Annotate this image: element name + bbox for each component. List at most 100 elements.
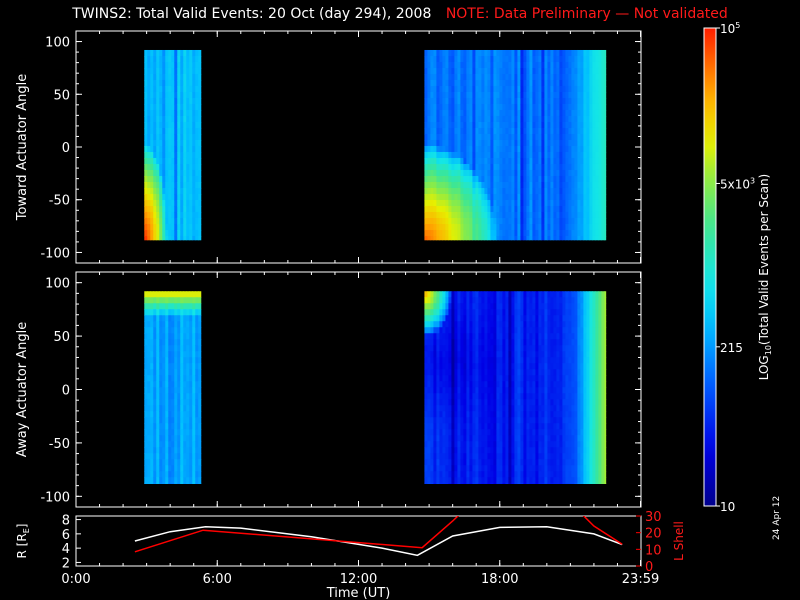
toward-cell	[529, 115, 533, 123]
away-cell	[526, 309, 530, 316]
toward-cell	[490, 217, 494, 225]
toward-cell	[460, 49, 464, 57]
away-cell	[541, 345, 545, 352]
away-cell	[153, 423, 157, 430]
toward-cell	[517, 127, 521, 135]
away-cell	[481, 435, 485, 442]
away-cell	[508, 417, 512, 424]
toward-cell	[186, 175, 190, 183]
away-cell	[472, 363, 476, 370]
toward-cell	[589, 49, 593, 57]
away-cell	[565, 471, 569, 478]
toward-cell	[541, 127, 545, 135]
toward-cell	[460, 127, 464, 135]
away-cell	[487, 465, 491, 472]
away-cell	[162, 315, 166, 322]
toward-cell	[481, 127, 485, 135]
away-cell	[484, 327, 488, 334]
away-cell	[496, 303, 500, 310]
away-cell	[436, 345, 440, 352]
toward-cell	[454, 187, 458, 195]
toward-cell	[424, 133, 428, 141]
away-cell	[490, 321, 494, 328]
away-cell	[451, 309, 455, 316]
away-cell	[198, 327, 202, 334]
toward-cell	[583, 121, 587, 129]
toward-cell	[562, 223, 566, 231]
away-cell	[159, 459, 163, 466]
away-cell	[547, 297, 551, 304]
toward-cell	[592, 49, 596, 57]
toward-cell	[457, 67, 461, 75]
toward-ytick-label: -100	[40, 246, 70, 261]
away-cell	[427, 345, 431, 352]
away-cell	[511, 315, 515, 322]
toward-cell	[487, 235, 491, 241]
away-cell	[448, 369, 452, 376]
toward-cell	[538, 139, 542, 147]
away-cell	[457, 471, 461, 478]
toward-cell	[502, 85, 506, 93]
toward-cell	[165, 67, 169, 75]
toward-cell	[445, 49, 449, 57]
toward-cell	[559, 91, 563, 99]
away-cell	[433, 471, 437, 478]
away-cell	[436, 291, 440, 298]
away-cell	[189, 477, 193, 484]
toward-cell	[478, 91, 482, 99]
away-cell	[469, 315, 473, 322]
toward-cell	[174, 157, 178, 165]
away-cell	[523, 345, 527, 352]
toward-cell	[192, 79, 196, 87]
away-cell	[493, 405, 497, 412]
away-cell	[481, 429, 485, 436]
away-cell	[529, 297, 533, 304]
away-cell	[448, 309, 452, 316]
away-cell	[535, 297, 539, 304]
away-cell	[478, 315, 482, 322]
away-cell	[487, 345, 491, 352]
away-cell	[499, 393, 503, 400]
toward-cell	[451, 145, 455, 153]
toward-cell	[159, 187, 163, 195]
toward-cell	[189, 205, 193, 213]
toward-cell	[586, 187, 590, 195]
away-cell	[439, 363, 443, 370]
toward-cell	[586, 175, 590, 183]
away-cell	[442, 435, 446, 442]
away-cell	[499, 465, 503, 472]
away-cell	[183, 417, 187, 424]
toward-cell	[168, 127, 172, 135]
away-cell	[198, 459, 202, 466]
away-cell	[559, 375, 563, 382]
away-cell	[547, 423, 551, 430]
toward-cell	[475, 223, 479, 231]
toward-cell	[508, 157, 512, 165]
toward-cell	[493, 145, 497, 153]
away-cell	[490, 453, 494, 460]
away-cell	[553, 477, 557, 484]
toward-cell	[505, 121, 509, 129]
away-cell	[198, 375, 202, 382]
toward-cell	[598, 181, 602, 189]
toward-cell	[463, 223, 467, 231]
away-cell	[427, 405, 431, 412]
away-cell	[496, 297, 500, 304]
away-cell	[144, 291, 148, 298]
toward-cell	[529, 175, 533, 183]
toward-cell	[502, 127, 506, 135]
toward-cell	[472, 151, 476, 159]
away-cell	[514, 441, 518, 448]
away-cell	[544, 471, 548, 478]
toward-cell	[574, 199, 578, 207]
toward-cell	[550, 109, 554, 117]
away-cell	[550, 447, 554, 454]
away-cell	[433, 351, 437, 358]
toward-cell	[144, 97, 148, 105]
away-cell	[517, 465, 521, 472]
away-cell	[508, 297, 512, 304]
away-cell	[466, 459, 470, 466]
away-cell	[144, 465, 148, 472]
away-cell	[147, 303, 151, 310]
toward-cell	[168, 85, 172, 93]
